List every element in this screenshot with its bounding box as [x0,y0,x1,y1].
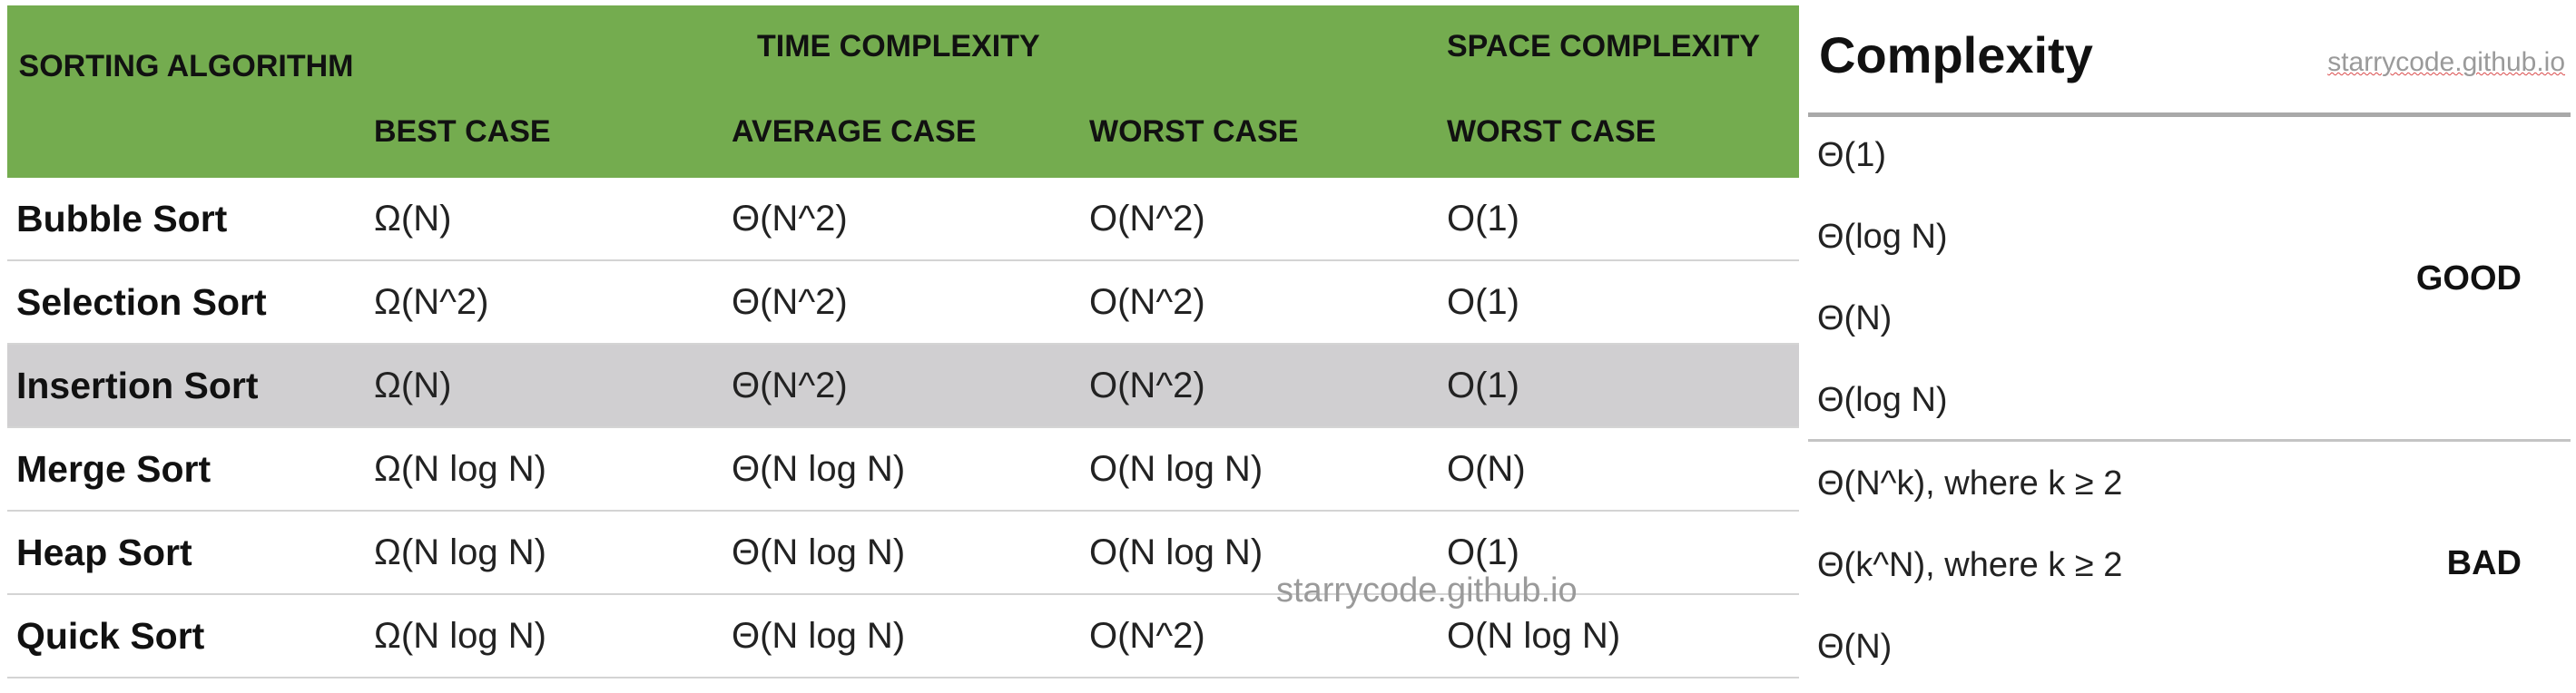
best-case-value: Ω(N) [374,199,452,239]
best-case-value: Ω(N^2) [374,282,489,322]
algorithm-name: Insertion Sort [16,365,259,406]
average-case-value: Θ(N log N) [732,449,906,489]
good-label: GOOD [2415,259,2522,298]
best-case-value: Ω(N log N) [374,449,546,489]
best-case-value: Ω(N) [374,366,452,405]
worst-case-value: O(N log N) [1089,532,1263,572]
bad-complexity-item: Θ(N) [1817,628,1893,666]
legend-watermark-link[interactable]: starrycode.github.io [2327,47,2565,77]
table-row: Bubble Sort Ω(N) Θ(N^2) O(N^2) O(1) [7,178,1799,261]
watermark: starrycode.github.io [1276,571,1578,610]
space-worst-case-value: O(1) [1447,532,1519,572]
table-header: SORTING ALGORITHM TIME COMPLEXITY SPACE … [7,5,1799,178]
sorting-complexity-table: SORTING ALGORITHM TIME COMPLEXITY SPACE … [7,5,1799,678]
average-case-value: Θ(N^2) [732,366,848,405]
header-space-worst-case: WORST CASE [1447,114,1657,149]
space-worst-case-value: O(1) [1447,366,1519,405]
table-row: Heap Sort Ω(N log N) Θ(N log N) O(N log … [7,512,1799,595]
space-worst-case-value: O(N) [1447,449,1526,489]
good-complexity-item: Θ(1) [1817,136,1886,174]
average-case-value: Θ(N^2) [732,199,848,239]
algorithm-name: Bubble Sort [16,198,228,239]
good-complexity-item: Θ(log N) [1817,218,1948,256]
algorithm-name: Quick Sort [16,615,205,657]
table-row: Merge Sort Ω(N log N) Θ(N log N) O(N log… [7,428,1799,512]
algorithm-name: Selection Sort [16,281,267,323]
good-complexity-item: Θ(log N) [1817,381,1948,419]
average-case-value: Θ(N log N) [732,616,906,656]
worst-case-value: O(N^2) [1089,199,1205,239]
average-case-value: Θ(N^2) [732,282,848,322]
bad-complexity-item: Θ(k^N), where k ≥ 2 [1817,546,2123,584]
algorithm-name: Heap Sort [16,532,192,573]
header-best-case: BEST CASE [374,114,551,149]
legend-divider [1808,439,2571,442]
worst-case-value: O(N^2) [1089,282,1205,322]
bad-complexity-item: Θ(N^k), where k ≥ 2 [1817,464,2123,503]
table-row-highlighted: Insertion Sort Ω(N) Θ(N^2) O(N^2) O(1) [7,345,1799,428]
legend-divider [1808,112,2571,117]
header-sorting-algorithm: SORTING ALGORITHM [18,49,354,83]
best-case-value: Ω(N log N) [374,532,546,572]
space-worst-case-value: O(N log N) [1447,616,1621,656]
worst-case-value: O(N log N) [1089,449,1263,489]
space-worst-case-value: O(1) [1447,282,1519,322]
bad-label: BAD [2446,544,2522,582]
table-row: Selection Sort Ω(N^2) Θ(N^2) O(N^2) O(1) [7,261,1799,345]
worst-case-value: O(N^2) [1089,366,1205,405]
table-row: Quick Sort Ω(N log N) Θ(N log N) O(N^2) … [7,595,1799,678]
complexity-legend: Complexity starrycode.github.io Θ(1) Θ(l… [1808,0,2571,693]
header-worst-case: WORST CASE [1089,114,1299,149]
worst-case-value: O(N^2) [1089,616,1205,656]
header-average-case: AVERAGE CASE [732,114,977,149]
average-case-value: Θ(N log N) [732,532,906,572]
good-complexity-item: Θ(N) [1817,299,1893,337]
header-time-complexity: TIME COMPLEXITY [757,29,1040,63]
best-case-value: Ω(N log N) [374,616,546,656]
legend-title: Complexity [1819,26,2093,83]
space-worst-case-value: O(1) [1447,199,1519,239]
algorithm-name: Merge Sort [16,448,211,490]
header-space-complexity: SPACE COMPLEXITY [1447,29,1761,63]
